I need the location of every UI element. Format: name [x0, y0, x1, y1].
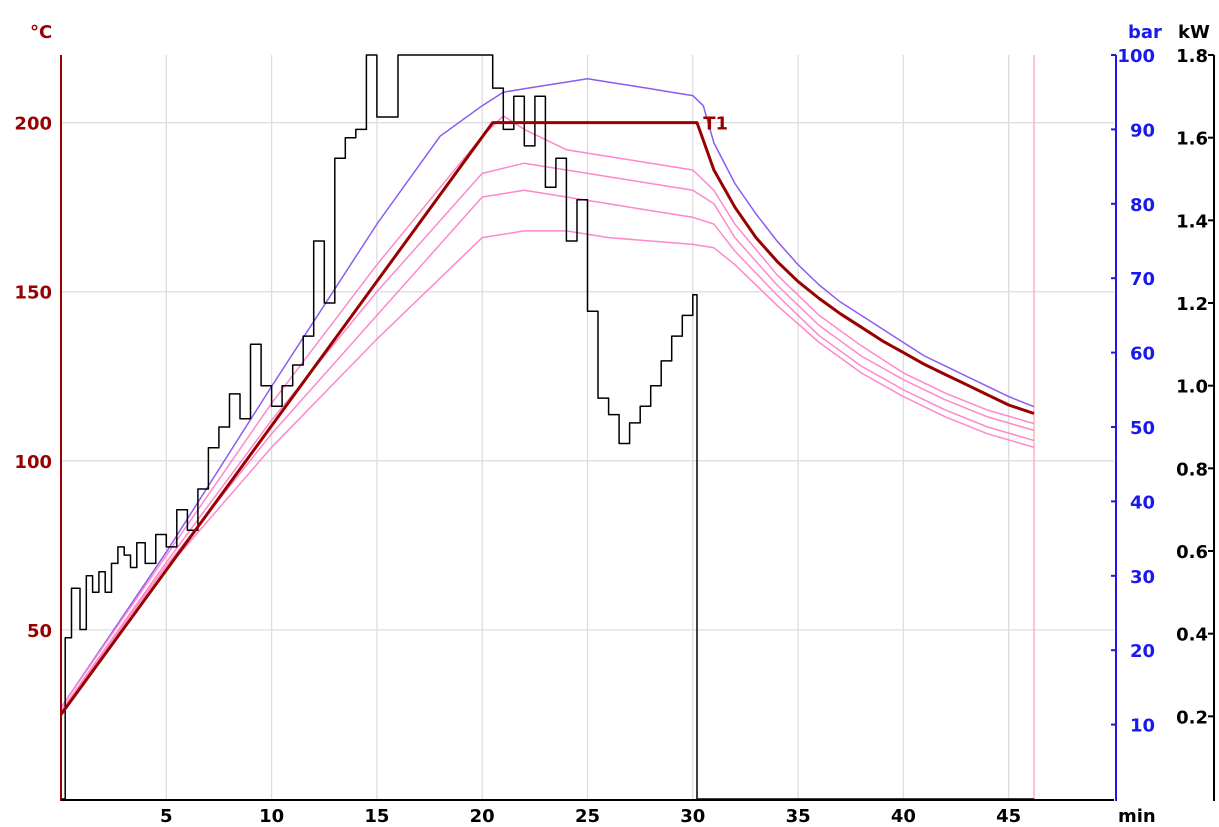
y-tick-label-pressure: 20 — [1130, 641, 1155, 662]
series-layer — [59, 54, 1035, 800]
series-line-6 — [61, 54, 1034, 800]
y-tick-label-temp: 50 — [27, 621, 52, 642]
y-tick-label-pressure: 80 — [1130, 195, 1155, 216]
x-axis-unit: min — [1118, 806, 1156, 827]
y-tick-label-pressure: 10 — [1130, 716, 1155, 737]
y-tick-label-power: 1.0 — [1176, 377, 1208, 398]
annotation-t1: T1 — [703, 114, 728, 135]
y-tick-label-pressure: 30 — [1130, 567, 1155, 588]
series-line-5 — [60, 230, 1035, 715]
y-axis-unit-pressure: bar — [1128, 22, 1162, 43]
y-tick-label-power: 1.2 — [1176, 294, 1208, 315]
y-tick-label-pressure: 40 — [1130, 492, 1155, 513]
x-tick-label: 25 — [575, 806, 600, 827]
x-tick-label: 20 — [470, 806, 495, 827]
y-tick-label-pressure: 70 — [1130, 269, 1155, 290]
y-tick-label-temp: 200 — [14, 114, 52, 135]
y-tick-label-pressure: 90 — [1130, 120, 1155, 141]
y-tick-label-power: 1.8 — [1176, 46, 1208, 67]
y-tick-label-temp: 100 — [14, 452, 52, 473]
series-line-1 — [60, 77, 1035, 709]
y-tick-label-power: 0.2 — [1176, 707, 1208, 728]
y-tick-label-power: 0.6 — [1176, 542, 1208, 563]
x-tick-label: 40 — [891, 806, 916, 827]
tick-labels: 5 10 15 20 25 30 35 40 45 50 100 150 200 10 20 30 40 50 60… — [14, 46, 1208, 827]
x-tick-label: 5 — [160, 806, 173, 827]
y-tick-label-pressure: 60 — [1130, 344, 1155, 365]
y-tick-label-pressure: 50 — [1130, 418, 1155, 439]
x-tick-label: 45 — [996, 806, 1021, 827]
y-tick-label-temp: 150 — [14, 283, 52, 304]
axes — [60, 54, 1215, 801]
y-tick-label-pressure: 100 — [1117, 46, 1155, 67]
series-line-4 — [60, 189, 1035, 712]
series-line-0 — [59, 121, 1035, 716]
x-tick-label: 15 — [364, 806, 389, 827]
y-tick-label-power: 1.6 — [1176, 129, 1208, 150]
y-axis-unit-temp: °C — [30, 22, 52, 43]
series-line-3 — [60, 162, 1035, 712]
y-tick-label-power: 0.4 — [1176, 625, 1208, 646]
y-axis-unit-power: kW — [1178, 22, 1210, 43]
y-tick-label-power: 1.4 — [1176, 211, 1208, 232]
y-tick-label-power: 0.8 — [1176, 459, 1208, 480]
x-tick-label: 35 — [786, 806, 811, 827]
x-tick-label: 10 — [259, 806, 284, 827]
series-line-2 — [60, 115, 1035, 709]
x-tick-label: 30 — [680, 806, 705, 827]
